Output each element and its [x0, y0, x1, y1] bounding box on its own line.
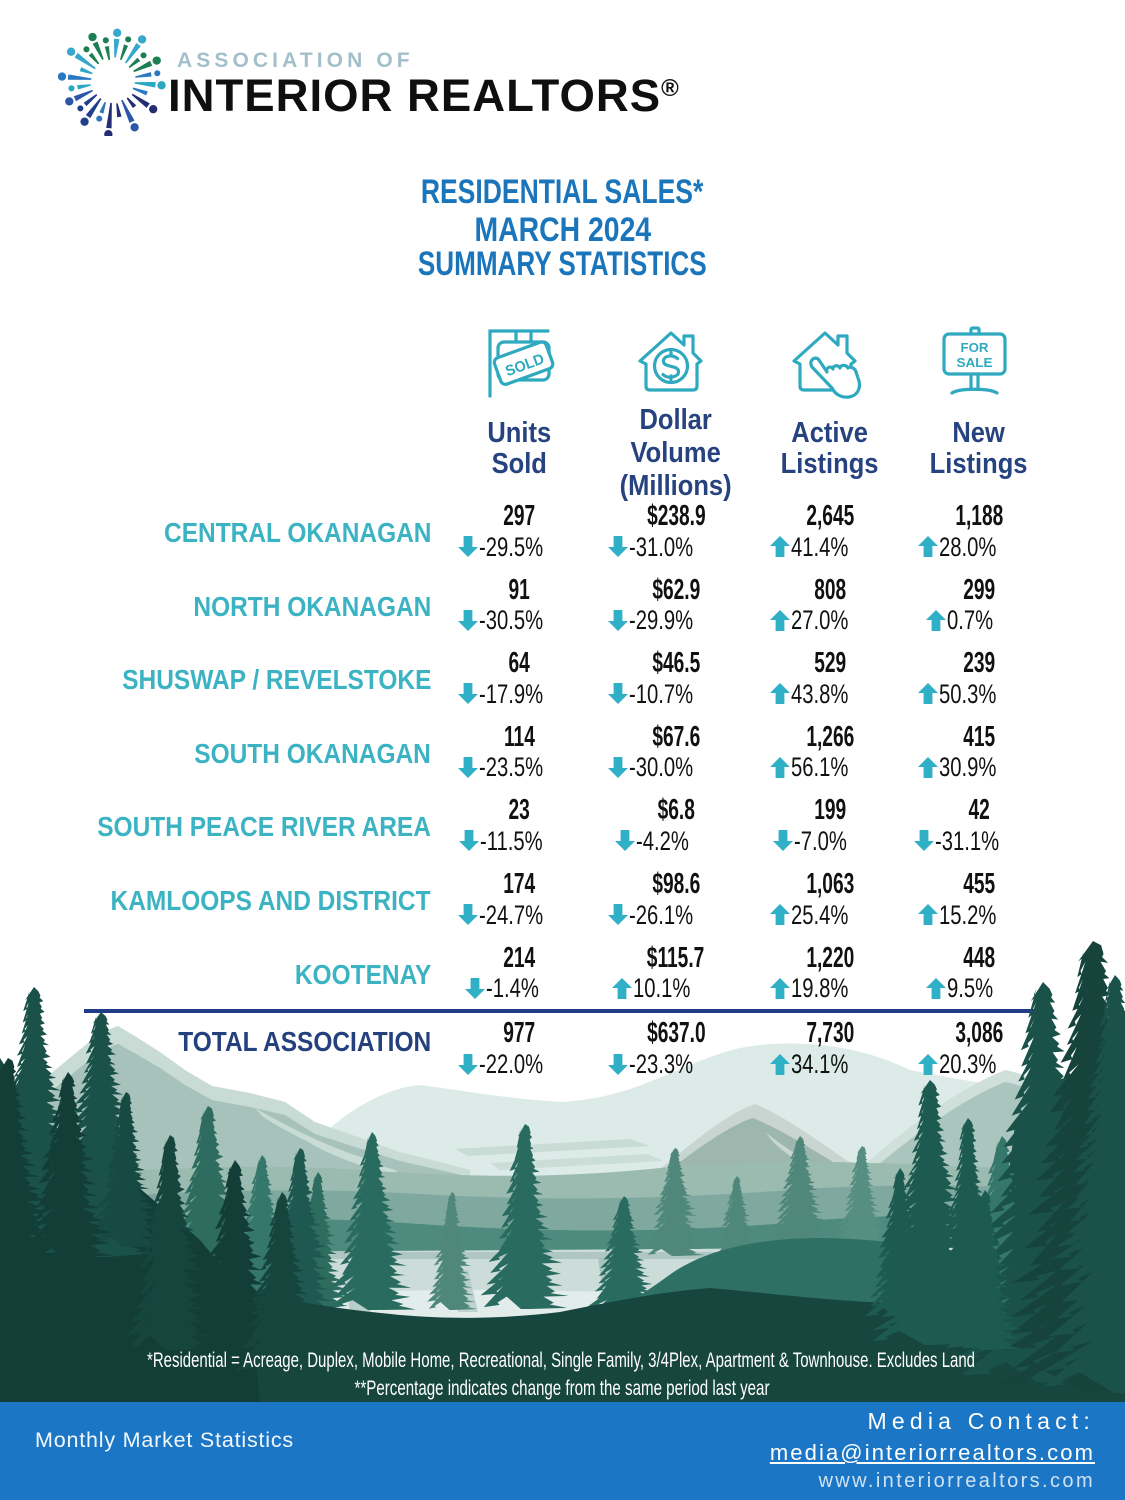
svg-text:*Residential = Acreage, Duplex: *Residential = Acreage, Duplex, Mobile H…: [147, 1349, 975, 1372]
svg-text:FOR: FOR: [961, 340, 990, 355]
svg-text:**Percentage indicates change: **Percentage indicates change from the s…: [355, 1377, 770, 1400]
svg-text:SALE: SALE: [957, 355, 993, 370]
